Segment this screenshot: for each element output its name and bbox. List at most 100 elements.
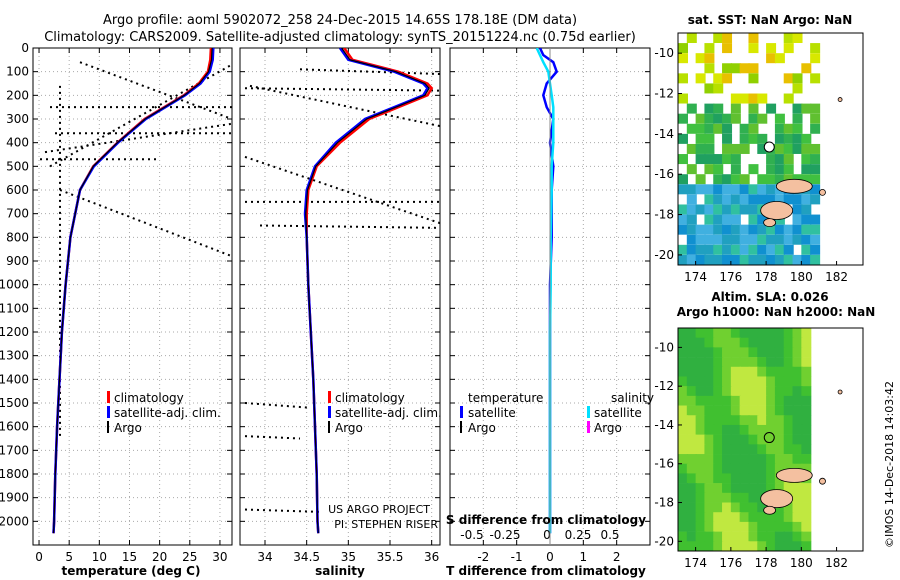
sla-cell: [766, 357, 777, 368]
sst-cell: [695, 234, 706, 245]
salinity-xlabel: salinity: [315, 564, 365, 578]
sst-cell: [783, 174, 794, 185]
sla-cell: [792, 366, 803, 377]
sst-cell: [783, 244, 794, 255]
sla-cell: [739, 434, 750, 445]
sla-cell: [678, 424, 688, 435]
sla-cell: [713, 454, 724, 465]
sst-cell: [722, 224, 733, 235]
sla-cell: [757, 415, 768, 426]
sla-cell: [757, 483, 768, 494]
sst-cell: [792, 234, 803, 245]
sla-cell: [722, 434, 733, 445]
sst-cell: [695, 174, 706, 185]
y-tick-label: 1000: [0, 278, 29, 292]
sst-cell: [783, 93, 794, 104]
sla-cell: [686, 473, 697, 484]
argo-dotted-trace: [244, 435, 301, 440]
sla-cell: [722, 424, 733, 435]
sst-cell: [722, 133, 733, 144]
sst-cell: [739, 254, 750, 265]
sst-cell: [766, 234, 777, 245]
sla-cell: [695, 483, 706, 494]
argo-dotted-trace: [59, 189, 232, 258]
y-tick-label: 1100: [0, 301, 29, 315]
map-x-tick-label: 178: [755, 270, 778, 284]
sst-cell: [810, 164, 821, 175]
sla-cell: [686, 366, 697, 377]
s-tick-label: 0.5: [600, 528, 619, 542]
sla-cell: [686, 541, 697, 551]
sla-cell: [792, 483, 803, 494]
sst-cell: [757, 184, 768, 195]
sla-cell: [766, 541, 777, 551]
sst-cell: [704, 103, 715, 114]
sla-cell: [686, 405, 697, 416]
island: [775, 178, 813, 194]
sla-cell: [774, 366, 785, 377]
sla-cell: [783, 434, 794, 445]
sla-cell: [704, 463, 715, 474]
sst-cell: [810, 174, 821, 185]
sst-cell: [730, 103, 741, 114]
legend-title-temperature: temperature: [468, 391, 543, 405]
sst-cell: [686, 164, 697, 175]
sst-cell: [730, 194, 741, 205]
sla-cell: [713, 434, 724, 445]
sla-cell: [686, 521, 697, 532]
sla-cell: [757, 512, 768, 523]
sla-cell: [686, 463, 697, 474]
sla-cell: [739, 357, 750, 368]
sst-cell: [695, 113, 706, 124]
sst-cell: [783, 43, 794, 54]
sst-cell: [713, 234, 724, 245]
sla-cell: [722, 502, 733, 513]
sst-cell: [722, 63, 733, 74]
sla-cell: [748, 444, 759, 455]
sst-cell: [695, 53, 706, 64]
sst-cell: [783, 254, 794, 265]
sla-cell: [730, 502, 741, 513]
sla-cell: [801, 483, 812, 494]
sst-cell: [766, 194, 777, 205]
sst-cell: [801, 174, 812, 185]
sst-cell: [810, 184, 821, 195]
sla-cell: [730, 366, 741, 377]
sst-cell: [739, 234, 750, 245]
sla-cell: [801, 512, 812, 523]
sst-cell: [713, 194, 724, 205]
sla-cell: [678, 366, 688, 377]
sst-cell: [792, 83, 803, 94]
sst-cell: [757, 214, 768, 225]
sst-cell: [801, 254, 812, 265]
sst-cell: [739, 224, 750, 235]
sla-cell: [722, 376, 733, 387]
sla-cell: [722, 444, 733, 455]
sst-cell: [739, 174, 750, 185]
sst-cell: [713, 244, 724, 255]
sla-cell: [739, 395, 750, 406]
sla-cell: [704, 424, 715, 435]
sst-cell: [810, 113, 821, 124]
header-line1: Argo profile: aoml 5902072_258 24-Dec-20…: [103, 13, 577, 28]
sla-cell: [678, 483, 688, 494]
sla-cell: [678, 512, 688, 523]
legend-label-argo: Argo: [335, 421, 363, 435]
sst-cell: [695, 224, 706, 235]
sla-cell: [739, 337, 750, 348]
sst-cell: [686, 184, 697, 195]
x-tick-label: 15: [122, 550, 137, 564]
sst-cell: [678, 204, 688, 215]
sst-cell: [686, 214, 697, 225]
sst-cell: [678, 214, 688, 225]
sla-cell: [704, 366, 715, 377]
x-tick-label: 30: [212, 550, 227, 564]
sst-cell: [739, 93, 750, 104]
sst-cell: [757, 133, 768, 144]
sst-cell: [766, 154, 777, 165]
sla-cell: [739, 454, 750, 465]
sst-cell: [704, 43, 715, 54]
sla-cell: [774, 347, 785, 358]
sla-cell: [783, 357, 794, 368]
sla-cell: [678, 395, 688, 406]
